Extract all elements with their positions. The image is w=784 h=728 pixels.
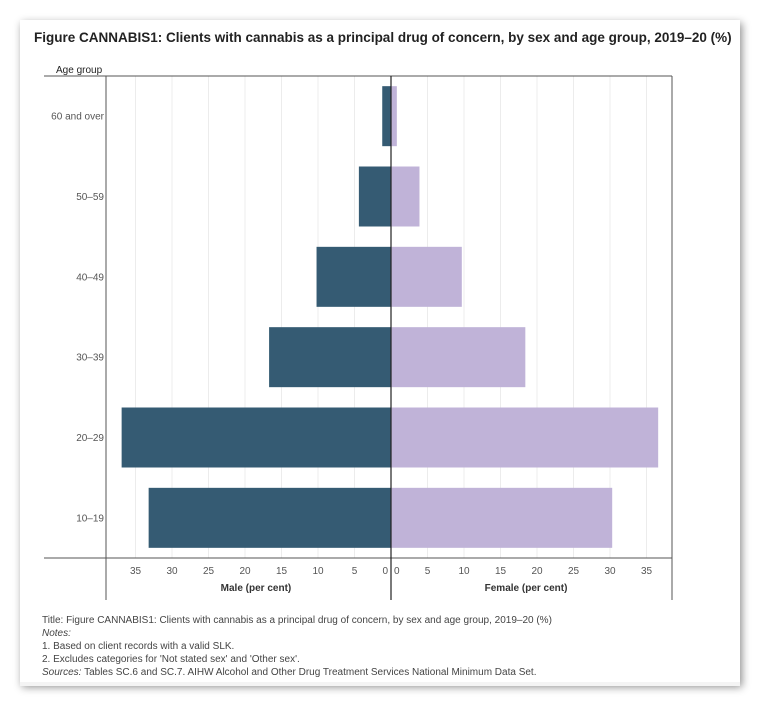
- y-axis-title: Age group: [56, 65, 103, 76]
- bar-male-0: [382, 86, 391, 147]
- tick-label-female: 30: [604, 566, 616, 577]
- chart-footer: Title: Figure CANNABIS1: Clients with ca…: [42, 614, 552, 679]
- bar-male-3: [269, 327, 391, 388]
- bar-female-3: [391, 327, 526, 388]
- figure-title: Figure CANNABIS1: Clients with cannabis …: [34, 30, 732, 45]
- tick-label-female: 20: [531, 566, 543, 577]
- bar-female-2: [391, 246, 462, 307]
- tick-label-female: 35: [641, 566, 653, 577]
- footer-title-line: Title: Figure CANNABIS1: Clients with ca…: [42, 615, 552, 626]
- bar-male-4: [121, 407, 391, 468]
- x-label-female: Female (per cent): [485, 583, 568, 594]
- tick-label-male: 15: [276, 566, 288, 577]
- category-label: 60 and over: [51, 112, 104, 123]
- category-label: 40–49: [76, 272, 104, 283]
- category-label: 20–29: [76, 433, 104, 444]
- tick-label-male: 0: [382, 566, 388, 577]
- chart-card: Figure CANNABIS1: Clients with cannabis …: [20, 20, 740, 686]
- footer-sources-label: Sources:: [42, 667, 82, 678]
- population-pyramid-chart: Age group 60 and over 50–59 40–49 30–39 20–29…: [44, 65, 673, 600]
- tick-label-female: 5: [425, 566, 431, 577]
- tick-label-female: 0: [394, 566, 400, 577]
- footer-note-1: 1. Based on client records with a valid …: [42, 641, 235, 652]
- category-label: 10–19: [76, 513, 104, 524]
- bar-male-5: [148, 487, 391, 548]
- bar-female-5: [391, 487, 613, 548]
- footer-sources-line: Sources: Tables SC.6 and SC.7. AIHW Alco…: [42, 666, 552, 679]
- category-label: 30–39: [76, 353, 104, 364]
- bar-male-2: [316, 246, 391, 307]
- category-label: 50–59: [76, 192, 104, 203]
- tick-label-female: 10: [458, 566, 470, 577]
- bar-female-4: [391, 407, 659, 468]
- tick-label-male: 30: [166, 566, 178, 577]
- bottom-strip: [20, 682, 740, 686]
- bar-male-1: [358, 166, 391, 227]
- bar-female-0: [391, 86, 397, 147]
- bar-female-1: [391, 166, 420, 227]
- tick-label-male: 10: [312, 566, 324, 577]
- tick-label-female: 15: [495, 566, 507, 577]
- tick-label-male: 5: [352, 566, 358, 577]
- footer-notes-label: Notes:: [42, 628, 71, 639]
- footer-note-2: 2. Excludes categories for 'Not stated s…: [42, 654, 300, 665]
- x-label-male: Male (per cent): [221, 583, 292, 594]
- footer-sources-text: Tables SC.6 and SC.7. AIHW Alcohol and O…: [81, 667, 537, 678]
- tick-label-female: 25: [568, 566, 580, 577]
- tick-label-male: 25: [203, 566, 215, 577]
- tick-label-male: 35: [130, 566, 142, 577]
- tick-label-male: 20: [239, 566, 251, 577]
